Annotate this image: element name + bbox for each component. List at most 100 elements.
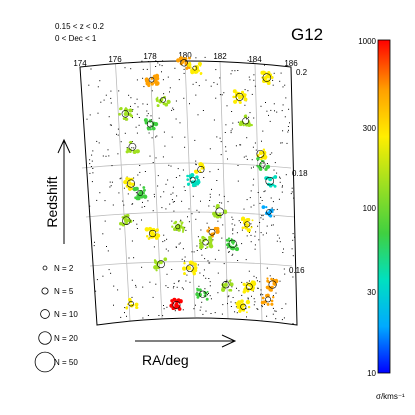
group-member [212, 211, 217, 216]
galaxy-point [134, 103, 136, 105]
group-marker [157, 260, 165, 269]
group-marker [192, 65, 198, 71]
galaxy-point [280, 142, 282, 144]
galaxy-point [270, 197, 272, 199]
galaxy-point [184, 226, 186, 228]
galaxy-point [203, 275, 205, 277]
group-marker [268, 280, 277, 289]
group-member [268, 73, 273, 77]
galaxy-point [260, 293, 262, 295]
galaxy-point [193, 308, 195, 310]
galaxy-point [248, 116, 250, 118]
galaxy-point [96, 279, 98, 281]
group-member [134, 186, 139, 191]
ra-tick-labels: 174 176 178 180 182 184 186 [73, 51, 298, 68]
galaxy-point [236, 287, 237, 289]
group-member [155, 228, 159, 232]
galaxy-point [268, 114, 269, 116]
galaxy-point [86, 118, 88, 120]
galaxy-point [266, 163, 268, 164]
galaxy-point [278, 198, 280, 200]
galaxy-point [150, 115, 152, 117]
group-member [188, 260, 193, 265]
x-axis-arrow [135, 334, 237, 348]
galaxy-point [97, 86, 99, 88]
galaxy-point [147, 315, 149, 316]
group-marker [244, 221, 251, 228]
galaxy-point [274, 110, 275, 112]
galaxy-point [217, 168, 219, 170]
galaxy-point [185, 229, 187, 231]
wedge-frame [79, 60, 298, 326]
galaxy-point [230, 132, 232, 134]
galaxy-point [157, 62, 159, 64]
galaxy-point [200, 229, 202, 231]
z-tick-labels: 0.2 0.18 0.16 [289, 68, 308, 275]
galaxy-point [282, 104, 284, 106]
galaxy-point [283, 268, 285, 270]
galaxy-point [89, 114, 91, 116]
group-member [188, 174, 192, 178]
galaxy-point [113, 304, 114, 306]
group-marker [189, 176, 196, 183]
galaxy-point [96, 140, 98, 142]
size-legend-circle [38, 331, 52, 345]
galaxy-point [178, 280, 180, 282]
group-member [181, 230, 185, 233]
galaxy-point [284, 84, 286, 86]
galaxy-point [226, 279, 228, 281]
galaxy-point [89, 159, 91, 161]
group-member [153, 265, 158, 270]
x-axis-label: RA/deg [142, 352, 189, 368]
galaxy-point [230, 130, 232, 132]
group-marker [215, 207, 224, 217]
galaxy-point [111, 124, 112, 126]
galaxy-point [124, 67, 126, 69]
galaxy-point [152, 162, 154, 163]
galaxy-point [248, 76, 250, 78]
group-member [198, 69, 201, 72]
galaxy-point [260, 232, 262, 234]
ra-tick-184: 184 [248, 55, 262, 64]
galaxy-point [287, 126, 289, 127]
galaxy-point [183, 72, 185, 74]
galaxy-point [133, 177, 135, 179]
galaxy-point [98, 142, 100, 144]
galaxy-point [253, 178, 255, 180]
galaxy-point [171, 220, 173, 222]
galaxy-point [117, 134, 119, 136]
group-member [194, 169, 199, 174]
group-member [149, 230, 154, 235]
galaxy-point [126, 147, 128, 148]
galaxy-point [152, 296, 154, 298]
galaxy-point [266, 315, 268, 317]
galaxy-point [107, 250, 109, 252]
galaxy-point [122, 200, 124, 202]
galaxy-point [292, 323, 294, 325]
group-member [155, 76, 160, 81]
galaxy-point [172, 186, 174, 188]
galaxy-point [244, 223, 246, 225]
galaxy-point [107, 149, 109, 151]
group-member [143, 194, 146, 198]
galaxy-point [208, 292, 209, 294]
galaxy-point [232, 253, 234, 255]
galaxy-point [142, 317, 144, 319]
galaxy-point [228, 251, 230, 253]
galaxy-point [213, 82, 215, 84]
group-member [268, 285, 271, 289]
group-marker [242, 117, 250, 125]
group-marker [262, 73, 272, 82]
galaxy-point [245, 155, 247, 157]
group-member [135, 149, 140, 154]
galaxy-point [184, 190, 186, 191]
group-member [209, 244, 214, 249]
galaxy-point [218, 249, 220, 251]
group-member [198, 245, 203, 250]
galaxy-point [261, 306, 263, 308]
galaxy-point [255, 277, 257, 279]
group-member [155, 269, 158, 272]
galaxy-point [162, 241, 164, 243]
group-member [243, 225, 247, 229]
galaxy-point [120, 177, 122, 179]
